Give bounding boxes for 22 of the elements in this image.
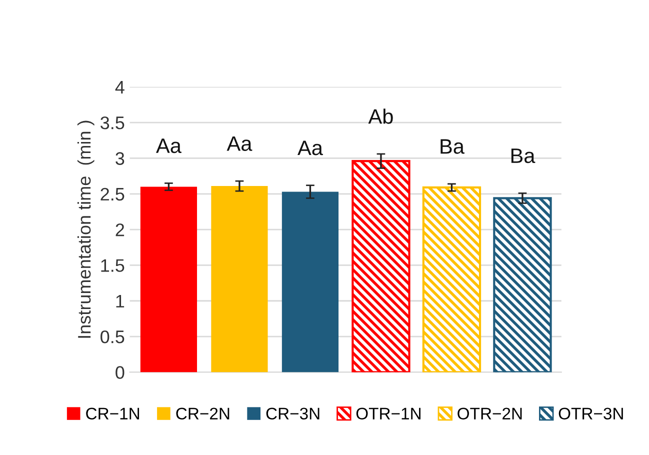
annotation: Ba [440,139,464,154]
legend-label: CR−3N [266,408,320,420]
legend-label: CR−1N [86,408,140,420]
y-tick-label: 1.5 [101,259,124,272]
y-tick-label: 0 [116,366,124,379]
annotation: Ab [368,108,393,124]
legend-label: OTR−3N [558,408,623,420]
y-tick-label: 2.5 [100,188,124,201]
annotation: Aa [226,136,252,151]
annotation: Aa [298,140,323,156]
y-tick-label: 2 [116,223,124,236]
y-tick-label: 3.5 [100,116,124,130]
annotation: Aa [156,138,182,154]
legend-label: OTR−1N [356,408,420,420]
y-tick-label: 3 [116,152,124,165]
y-axis-title: Instrumentation time (min ) [77,120,94,338]
y-tick-label: 4 [115,81,124,94]
annotation: Ba [511,148,536,164]
y-tick-label: 1 [116,294,124,308]
legend-label: OTR−2N [458,408,522,420]
legend-label: CR−2N [176,408,230,420]
y-tick-label: 0.5 [100,330,124,344]
